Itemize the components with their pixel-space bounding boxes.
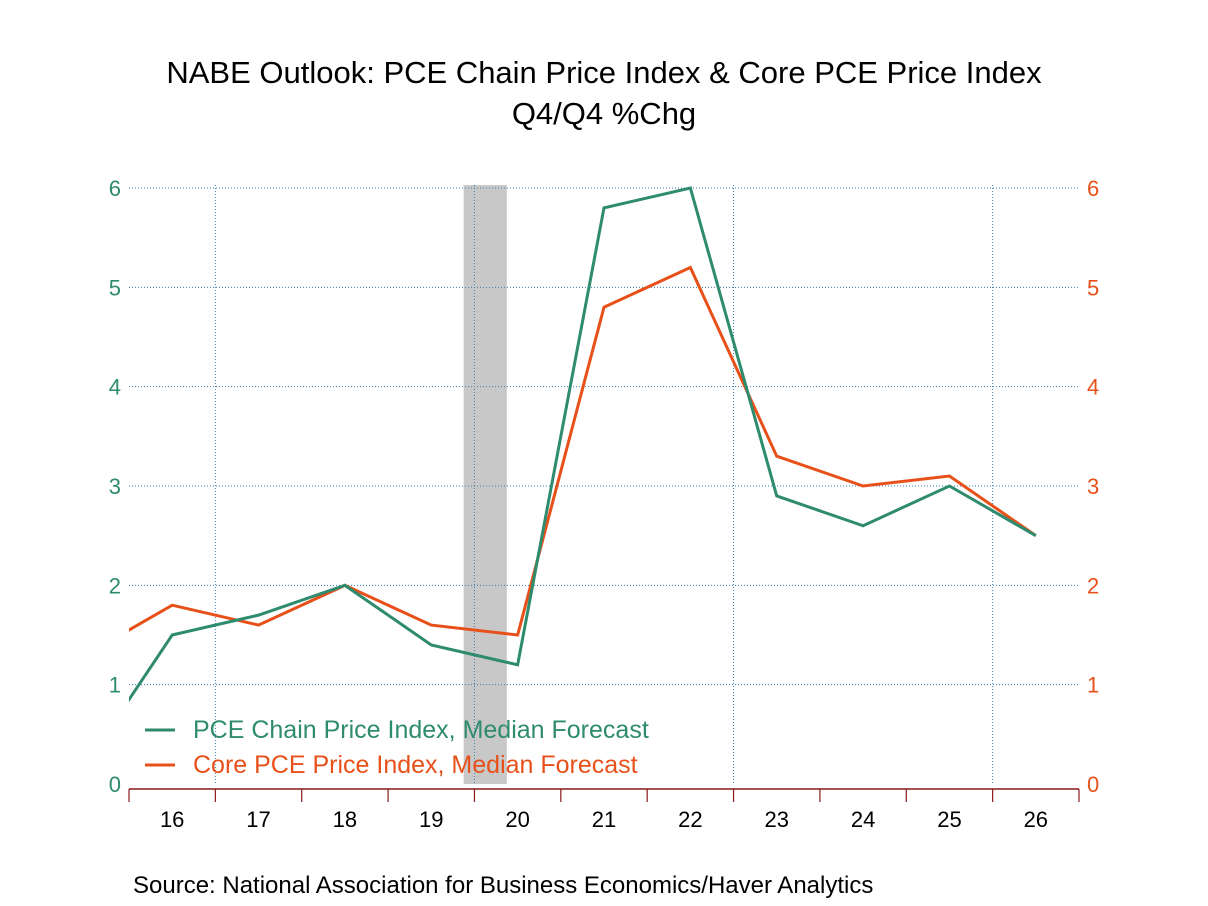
legend-label: PCE Chain Price Index, Median Forecast: [193, 716, 649, 744]
y-tick-label-left: 1: [109, 673, 121, 698]
y-tick-label-left: 4: [109, 375, 121, 400]
y-tick-label-left: 5: [109, 275, 121, 300]
x-tick-label: 24: [851, 807, 875, 832]
x-tick-label: 22: [678, 807, 702, 832]
y-tick-label-right: 5: [1087, 275, 1099, 300]
y-tick-label-left: 6: [109, 176, 121, 201]
x-tick-label: 21: [592, 807, 616, 832]
x-tick-label: 20: [505, 807, 529, 832]
x-tick-label: 17: [246, 807, 270, 832]
series-line: [129, 186, 1037, 703]
y-tick-label-right: 1: [1087, 673, 1099, 698]
source-note: Source: National Association for Busines…: [133, 872, 874, 899]
y-tick-label-right: 2: [1087, 573, 1099, 598]
recession-shading: [463, 185, 507, 784]
chart-title: NABE Outlook: PCE Chain Price Index & Co…: [166, 55, 1042, 90]
legend-label: Core PCE Price Index, Median Forecast: [193, 751, 638, 779]
x-tick-label: 18: [333, 807, 357, 832]
series-group: [129, 186, 1037, 703]
x-tick-label: 16: [160, 807, 184, 832]
x-tick-label: 19: [419, 807, 443, 832]
y-tick-label-right: 0: [1087, 772, 1099, 797]
y-tick-label-right: 3: [1087, 474, 1099, 499]
x-tick-label: 25: [937, 807, 961, 832]
y-tick-label-left: 0: [109, 772, 121, 797]
x-tick-label: 23: [764, 807, 788, 832]
series-line: [129, 265, 1037, 637]
x-tick-label: 26: [1024, 807, 1048, 832]
y-tick-label-left: 3: [109, 474, 121, 499]
y-tick-label-right: 4: [1087, 375, 1099, 400]
y-tick-label-left: 2: [109, 573, 121, 598]
y-tick-label-right: 6: [1087, 176, 1099, 201]
chart-subtitle: Q4/Q4 %Chg: [511, 96, 697, 131]
